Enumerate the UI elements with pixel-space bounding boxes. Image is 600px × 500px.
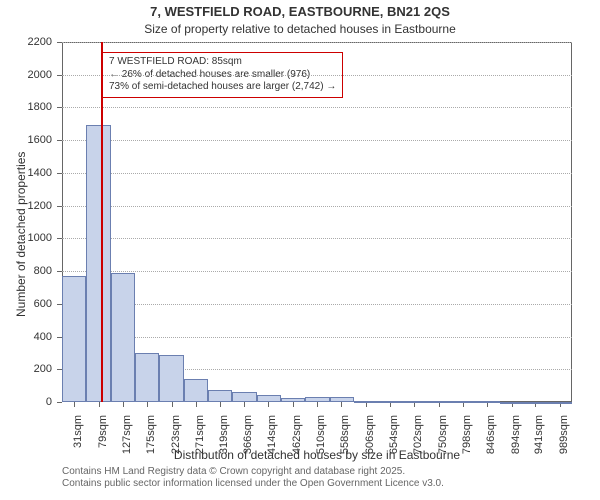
histogram-bar xyxy=(257,395,281,402)
x-tick xyxy=(341,402,342,407)
x-tick-label: 798sqm xyxy=(461,415,473,459)
annotation-line1: 7 WESTFIELD ROAD: 85sqm xyxy=(109,56,336,69)
y-tick-label: 400 xyxy=(0,331,52,343)
x-tick-label: 558sqm xyxy=(339,415,351,459)
annotation-line3: 73% of semi-detached houses are larger (… xyxy=(109,81,336,94)
x-tick xyxy=(123,402,124,407)
y-tick-label: 1000 xyxy=(0,232,52,244)
x-tick-label: 223sqm xyxy=(170,415,182,459)
histogram-bar xyxy=(403,401,427,403)
x-tick-label: 606sqm xyxy=(364,415,376,459)
x-tick-label: 894sqm xyxy=(510,415,522,459)
x-tick-label: 462sqm xyxy=(291,415,303,459)
histogram-bar xyxy=(305,397,329,402)
x-tick xyxy=(172,402,173,407)
histogram-bar xyxy=(500,402,524,404)
y-tick-label: 1200 xyxy=(0,200,52,212)
histogram-bar xyxy=(427,401,451,403)
histogram-bar xyxy=(111,273,135,402)
y-tick xyxy=(57,402,62,403)
y-tick-label: 2200 xyxy=(0,36,52,48)
attribution-line2: Contains public sector information licen… xyxy=(62,478,444,490)
histogram-bar xyxy=(523,402,547,404)
grid-line xyxy=(62,75,572,76)
histogram-bar xyxy=(86,125,110,402)
x-tick xyxy=(268,402,269,407)
x-tick-label: 366sqm xyxy=(242,415,254,459)
histogram-bar xyxy=(232,392,256,402)
x-tick-label: 414sqm xyxy=(266,415,278,459)
x-tick xyxy=(293,402,294,407)
histogram-bar xyxy=(378,401,402,403)
histogram-bar xyxy=(184,379,208,402)
y-tick-label: 200 xyxy=(0,363,52,375)
x-tick-label: 702sqm xyxy=(412,415,424,459)
x-tick-label: 31sqm xyxy=(72,415,84,459)
chart-subtitle: Size of property relative to detached ho… xyxy=(0,22,600,36)
x-tick-label: 989sqm xyxy=(558,415,570,459)
grid-line xyxy=(62,42,572,43)
histogram-bar xyxy=(208,390,232,402)
marker-line xyxy=(101,42,103,402)
histogram-bar xyxy=(354,401,378,403)
grid-line xyxy=(62,304,572,305)
chart-title: 7, WESTFIELD ROAD, EASTBOURNE, BN21 2QS xyxy=(0,4,600,19)
x-tick-label: 79sqm xyxy=(97,415,109,459)
x-tick-label: 510sqm xyxy=(315,415,327,459)
x-tick xyxy=(99,402,100,407)
grid-line xyxy=(62,173,572,174)
x-tick-label: 271sqm xyxy=(194,415,206,459)
y-tick-label: 2000 xyxy=(0,69,52,81)
grid-line xyxy=(62,206,572,207)
x-tick-label: 127sqm xyxy=(121,415,133,459)
x-tick-label: 941sqm xyxy=(533,415,545,459)
attribution-line1: Contains HM Land Registry data © Crown c… xyxy=(62,466,444,478)
histogram-bar xyxy=(548,402,572,404)
histogram-bar xyxy=(451,401,475,403)
y-tick-label: 600 xyxy=(0,298,52,310)
y-tick-label: 1400 xyxy=(0,167,52,179)
x-tick-label: 846sqm xyxy=(485,415,497,459)
histogram-bar xyxy=(330,397,354,402)
histogram-bar xyxy=(159,355,183,402)
x-tick xyxy=(74,402,75,407)
x-tick xyxy=(244,402,245,407)
x-tick-label: 654sqm xyxy=(388,415,400,459)
y-tick-label: 0 xyxy=(0,396,52,408)
histogram-bar xyxy=(476,401,500,403)
x-tick xyxy=(147,402,148,407)
x-tick xyxy=(196,402,197,407)
y-tick-label: 800 xyxy=(0,265,52,277)
x-tick-label: 750sqm xyxy=(437,415,449,459)
y-tick-label: 1600 xyxy=(0,134,52,146)
x-tick-label: 319sqm xyxy=(218,415,230,459)
x-tick xyxy=(220,402,221,407)
y-tick-label: 1800 xyxy=(0,101,52,113)
grid-line xyxy=(62,271,572,272)
attribution: Contains HM Land Registry data © Crown c… xyxy=(62,466,444,490)
x-tick xyxy=(317,402,318,407)
x-tick-label: 175sqm xyxy=(145,415,157,459)
grid-line xyxy=(62,337,572,338)
chart-container: { "title": "7, WESTFIELD ROAD, EASTBOURN… xyxy=(0,0,600,500)
histogram-bar xyxy=(62,276,86,402)
grid-line xyxy=(62,107,572,108)
grid-line xyxy=(62,140,572,141)
histogram-bar xyxy=(281,398,305,402)
grid-line xyxy=(62,238,572,239)
histogram-bar xyxy=(135,353,159,402)
